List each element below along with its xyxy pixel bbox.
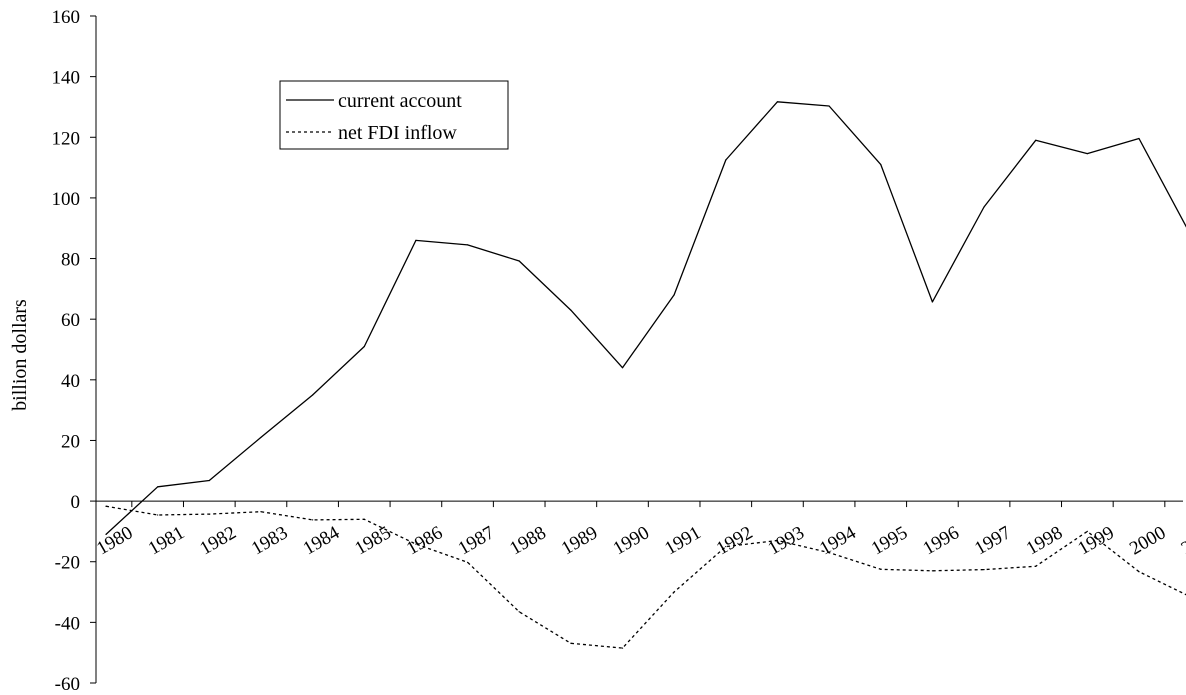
y-tick-label: -40 <box>55 613 80 634</box>
x-tick-label: 1981 <box>145 522 188 559</box>
y-tick-label: 120 <box>52 128 81 149</box>
axes <box>90 15 1183 684</box>
data-point <box>1086 153 1088 155</box>
x-tick-label: 1991 <box>661 522 704 559</box>
y-tick-label: 100 <box>52 189 81 210</box>
data-point <box>673 591 675 593</box>
x-tick-label: 1996 <box>919 522 962 559</box>
data-point <box>983 206 985 208</box>
y-tick-label: 80 <box>61 250 80 271</box>
x-tick-label: 1989 <box>558 522 601 559</box>
x-tick-label: 1980 <box>93 522 136 559</box>
x-tick-label: 1985 <box>351 522 394 559</box>
x-tick-label: 2001 <box>1178 522 1186 559</box>
data-point <box>880 568 882 570</box>
y-tick-label: 20 <box>61 431 80 452</box>
data-point <box>1138 137 1140 140</box>
data-point <box>105 533 107 536</box>
y-tick-label: 40 <box>61 371 80 392</box>
data-point <box>1035 139 1037 141</box>
data-point <box>415 239 417 241</box>
data-point <box>157 514 159 516</box>
x-tick-label: 1992 <box>713 522 756 559</box>
x-tick-label: 1990 <box>610 522 653 559</box>
data-point <box>518 260 520 262</box>
data-point <box>208 513 210 515</box>
data-point <box>725 545 727 548</box>
data-point <box>776 539 779 542</box>
x-tick-label: 1986 <box>403 522 446 559</box>
data-point <box>208 479 210 482</box>
data-point <box>363 518 365 520</box>
data-point <box>105 505 107 507</box>
x-tick-label: 2000 <box>1126 522 1169 559</box>
data-point <box>466 561 469 563</box>
series-group <box>105 101 1186 649</box>
data-point <box>983 569 985 571</box>
data-point <box>931 301 934 303</box>
data-point <box>931 570 934 572</box>
y-tick-label: 140 <box>52 68 81 89</box>
x-tick-label: 1998 <box>1023 522 1066 559</box>
data-point <box>1086 530 1088 533</box>
data-point <box>260 511 262 513</box>
y-tick-label: 160 <box>52 7 81 28</box>
data-point <box>673 294 675 296</box>
data-point <box>312 519 314 521</box>
data-point <box>725 159 727 161</box>
data-point <box>1035 565 1037 567</box>
legend: current account net FDI inflow <box>279 80 509 150</box>
data-point <box>776 101 779 103</box>
data-point <box>570 642 572 644</box>
legend-box <box>279 80 509 150</box>
y-axis-title: billion dollars <box>9 299 31 411</box>
data-point <box>828 552 830 554</box>
data-point <box>260 436 262 439</box>
data-point <box>828 105 830 107</box>
x-tick-label: 1987 <box>455 522 498 559</box>
data-point <box>157 486 159 488</box>
data-point <box>466 244 469 246</box>
series-line-net-fdi-inflow <box>105 505 1186 649</box>
y-tick-label: -20 <box>55 553 80 574</box>
data-point <box>415 543 417 545</box>
data-point <box>363 345 365 348</box>
x-tick-labels: 1980 1981 1982 1983 1984 1985 1986 1987 1988 1989… <box>93 522 1186 559</box>
y-tick-label: 0 <box>71 492 81 513</box>
y-tick-label: -60 <box>55 674 80 695</box>
legend-label-net-fdi-inflow: net FDI inflow <box>338 122 457 144</box>
y-tick-labels: 160 140 120 100 80 60 40 20 0 -20 -40 -60 <box>52 7 81 695</box>
data-point <box>1138 571 1140 573</box>
data-point <box>621 647 624 649</box>
x-tick-label: 1994 <box>816 522 860 559</box>
x-tick-label: 1988 <box>506 522 549 559</box>
data-point <box>570 309 572 311</box>
y-tick-label: 60 <box>61 310 80 331</box>
x-tick-label: 1995 <box>868 522 911 559</box>
x-tick-label: 1999 <box>1074 522 1117 559</box>
data-point <box>312 394 314 396</box>
legend-label-current-account: current account <box>338 90 462 112</box>
data-point <box>880 163 882 166</box>
data-point <box>518 611 520 613</box>
series-line-current-account <box>105 101 1186 535</box>
x-tick-label: 1997 <box>971 522 1014 559</box>
x-tick-label: 1984 <box>300 522 344 559</box>
data-point <box>621 367 624 369</box>
x-tick-label: 1982 <box>196 522 239 559</box>
x-tick-label: 1983 <box>248 522 291 559</box>
